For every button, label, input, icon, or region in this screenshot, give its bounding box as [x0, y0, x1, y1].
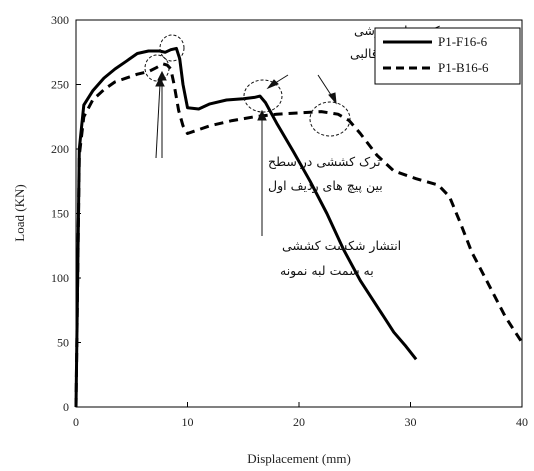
annotation-propagation-line1: انتشار شکست کششی [282, 238, 401, 254]
x-tick-label: 20 [293, 415, 305, 429]
y-tick-label: 300 [51, 13, 69, 27]
annotation-circle-peak-b16 [144, 54, 170, 82]
arrowhead-tension-b [155, 76, 165, 87]
series-line-p1-b16-6 [74, 62, 524, 408]
y-tick-label: 250 [51, 78, 69, 92]
annotation-circle-peak-f16 [159, 34, 185, 62]
legend-label-p1-b16-6: P1-B16-6 [438, 60, 489, 75]
annotation-tension-line2: بین پیچ های ردیف اول [268, 178, 383, 194]
legend: P1-F16-6 P1-B16-6 [374, 27, 521, 85]
arrowhead-shear-b16 [328, 92, 337, 105]
x-tick-label: 30 [405, 415, 417, 429]
arrowhead-shear-f16 [266, 79, 279, 90]
arrow-line-tension-b [155, 83, 161, 159]
y-tick-label: 0 [63, 400, 69, 414]
y-tick-label: 200 [51, 142, 69, 156]
x-tick-label: 40 [516, 415, 528, 429]
annotation-circle-b16-knee [309, 101, 351, 137]
annotation-tension-line1: ترک کششی در سطح [268, 154, 381, 170]
annotation-markers [144, 34, 351, 137]
y-tick-label: 100 [51, 271, 69, 285]
series-lines [74, 46, 524, 408]
arrowhead-propagation [257, 109, 267, 121]
x-axis-title: Displacement (mm) [247, 451, 351, 466]
series-line-p1-f16-6 [74, 46, 418, 408]
annotation-arrows [155, 70, 337, 236]
annotation-propagation-line2: به سمت لبه نمونه [280, 263, 374, 279]
axis-ticks: 0 10 20 30 40 0 50 100 150 200 250 300 [51, 13, 528, 429]
x-tick-label: 0 [73, 415, 79, 429]
x-tick-label: 10 [182, 415, 194, 429]
y-tick-label: 150 [51, 207, 69, 221]
legend-box [374, 27, 521, 85]
legend-label-p1-f16-6: P1-F16-6 [438, 34, 488, 49]
annotation-circle-f16-knee [243, 79, 283, 113]
y-axis-title: Load (KN) [12, 184, 27, 241]
y-tick-label: 50 [57, 336, 69, 350]
